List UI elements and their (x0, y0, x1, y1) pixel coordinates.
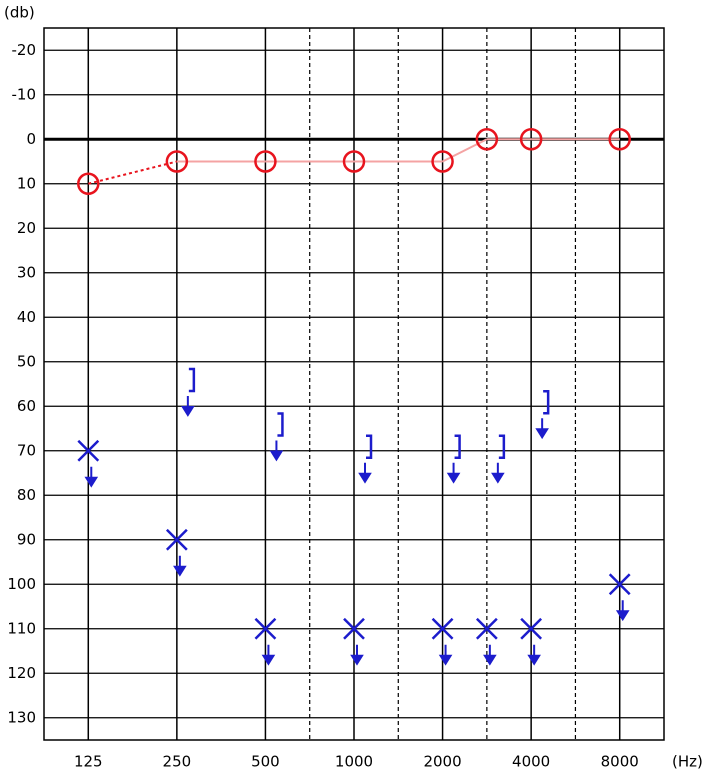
no-response-arrow (350, 644, 364, 666)
y-tick-label: 80 (17, 486, 36, 504)
marker-x (343, 617, 365, 640)
marker-bracket (543, 390, 550, 415)
no-response-arrow (358, 462, 372, 484)
y-axis-label: (db) (4, 4, 35, 22)
y-tick-label: 60 (17, 397, 36, 415)
no-response-arrow (527, 644, 541, 666)
no-response-arrow (535, 418, 549, 440)
no-response-arrow (615, 600, 630, 622)
marker-o (254, 150, 277, 173)
x-tick-label: 250 (163, 753, 192, 771)
marker-bracket (188, 367, 196, 393)
x-axis-label: (Hz) (672, 753, 703, 771)
marker-o (77, 172, 100, 195)
x-tick-label: 125 (74, 753, 103, 771)
marker-o (342, 150, 366, 173)
y-tick-label: 50 (17, 352, 36, 370)
y-tick-label: 130 (7, 708, 36, 726)
threshold-line (442, 138, 488, 163)
marker-bracket (454, 434, 461, 459)
y-tick-label: 100 (7, 575, 36, 593)
no-response-arrow (438, 644, 453, 666)
x-tick-label: 2000 (423, 753, 461, 771)
y-tick-label: -20 (12, 41, 37, 59)
marker-o (431, 150, 454, 173)
marker-o (608, 128, 631, 151)
marker-x (431, 617, 454, 640)
marker-bracket (366, 434, 373, 459)
no-response-arrow (261, 644, 276, 666)
y-tick-label: 40 (17, 308, 36, 326)
marker-x (520, 617, 543, 640)
y-tick-label: 70 (17, 441, 36, 459)
x-tick-label: 500 (251, 753, 280, 771)
y-tick-label: 30 (17, 263, 36, 281)
y-tick-label: 20 (17, 219, 36, 237)
marker-x (475, 617, 498, 640)
no-response-arrow (269, 440, 284, 462)
y-tick-label: 0 (26, 130, 36, 148)
x-tick-label: 4000 (512, 753, 550, 771)
y-tick-label: 110 (7, 619, 36, 637)
no-response-arrow (446, 462, 461, 484)
no-response-arrow (173, 555, 187, 577)
y-tick-label: -10 (12, 85, 37, 103)
marker-o (475, 128, 499, 151)
no-response-arrow (84, 466, 99, 488)
marker-x (165, 528, 188, 551)
y-tick-label: 10 (17, 174, 36, 192)
marker-o (519, 128, 543, 151)
no-response-arrow (181, 396, 195, 417)
x-tick-label: 1000 (335, 753, 373, 771)
marker-o (165, 150, 189, 173)
marker-bracket (498, 434, 506, 459)
x-tick-label: 8000 (601, 753, 639, 771)
y-tick-label: 120 (7, 664, 36, 682)
threshold-line (88, 160, 178, 185)
no-response-arrow (491, 462, 505, 484)
marker-bracket (277, 412, 284, 437)
marker-x (254, 617, 277, 640)
marker-x (608, 573, 631, 596)
no-response-arrow (483, 644, 497, 666)
marker-x (77, 439, 100, 462)
y-tick-label: 90 (17, 530, 36, 548)
